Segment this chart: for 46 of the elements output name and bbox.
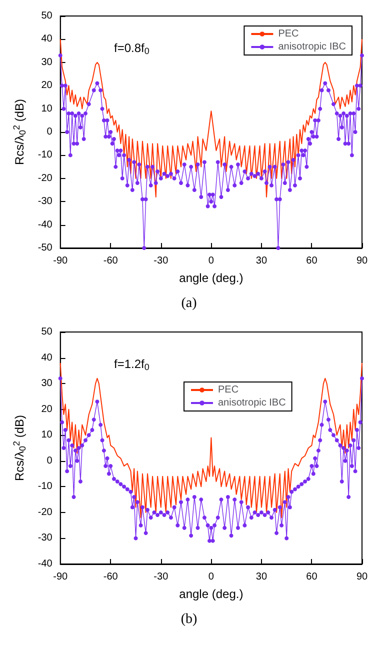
y-axis-title: Rcs/λ02 (dB) <box>12 414 28 482</box>
y-tick-label: 40 <box>41 34 53 45</box>
legend-label: PEC <box>218 384 239 396</box>
y-tick-label: -20 <box>38 506 53 518</box>
x-tick-label: 0 <box>208 256 214 266</box>
x-axis-title: angle (deg.) <box>179 587 244 601</box>
y-tick-label: 30 <box>41 56 53 68</box>
y-tick-label: -30 <box>38 196 53 208</box>
x-tick-label: -60 <box>103 256 118 266</box>
y-tick-label: 0 <box>46 126 53 138</box>
y-tick-label: 40 <box>41 352 53 364</box>
x-tick-label: 60 <box>306 572 318 582</box>
x-tick-label: 90 <box>356 572 368 582</box>
x-tick-label: 60 <box>306 256 318 266</box>
y-axis-title: Rcs/λ02 (dB) <box>12 98 28 166</box>
y-tick-label: -40 <box>38 558 53 570</box>
x-tick-label: -90 <box>53 572 68 582</box>
text: (b) <box>180 612 198 629</box>
y-tick-label: 50 <box>41 326 53 338</box>
y-tick-label: 0 <box>46 455 53 466</box>
y-tick-label: -50 <box>38 242 53 254</box>
line-series <box>60 38 362 198</box>
x-tick-label: 30 <box>256 256 268 266</box>
text: (a) <box>180 296 198 313</box>
y-tick-label: -10 <box>38 481 53 492</box>
y-tick-label: 50 <box>41 10 53 22</box>
legend-label: anisotropic IBC <box>218 398 286 408</box>
x-tick-label: -30 <box>154 572 169 582</box>
y-tick-label: 20 <box>41 404 53 415</box>
y-tick-label: 10 <box>41 103 53 114</box>
y-tick-label: -30 <box>38 532 53 544</box>
x-tick-label: 30 <box>256 572 268 582</box>
legend-label: PEC <box>278 28 299 40</box>
x-tick-label: -90 <box>53 256 68 266</box>
legend-label: anisotropic IBC <box>278 42 346 52</box>
x-tick-label: -60 <box>103 572 118 582</box>
y-tick-label: 10 <box>41 430 53 441</box>
x-tick-label: -30 <box>154 256 169 266</box>
x-tick-label: 90 <box>356 256 368 266</box>
y-tick-label: 20 <box>41 80 53 92</box>
y-tick-label: -20 <box>38 172 53 184</box>
x-tick-label: 0 <box>208 572 214 582</box>
y-tick-label: -40 <box>38 219 53 230</box>
y-tick-label: 30 <box>41 378 53 390</box>
y-tick-label: -10 <box>38 150 53 161</box>
x-axis-title: angle (deg.) <box>179 271 244 285</box>
